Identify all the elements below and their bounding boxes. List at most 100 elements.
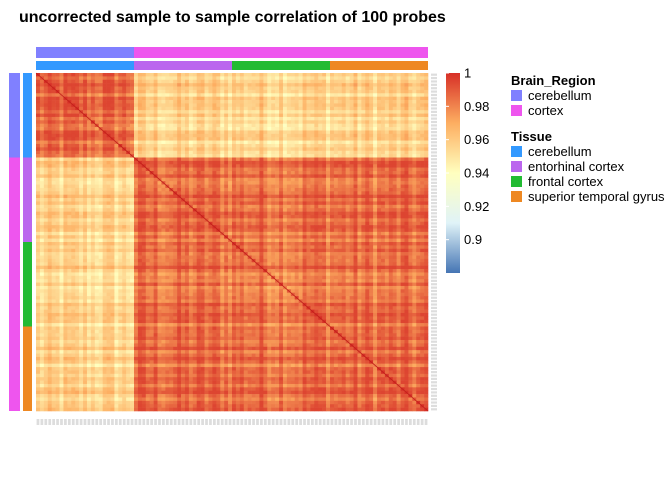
- heatmap-cell: [153, 130, 158, 135]
- heatmap-cell: [330, 225, 335, 229]
- heatmap-cell: [388, 211, 394, 216]
- heatmap-cell: [326, 211, 331, 216]
- heatmap-cell: [192, 93, 198, 97]
- heatmap-cell: [90, 83, 96, 87]
- heatmap-cell: [149, 133, 154, 138]
- heatmap-cell: [157, 110, 162, 114]
- heatmap-cell: [345, 140, 350, 145]
- heatmap-cell: [102, 160, 107, 165]
- heatmap-cell: [333, 231, 339, 236]
- heatmap-cell: [357, 187, 362, 192]
- heatmap-cell: [341, 191, 346, 195]
- heatmap-cell: [67, 89, 72, 94]
- heatmap-cell: [251, 191, 256, 195]
- heatmap-cell: [36, 181, 41, 185]
- heatmap-cell: [51, 221, 56, 226]
- heatmap-cell: [255, 86, 260, 91]
- heatmap-cell: [153, 225, 158, 229]
- heatmap-cell: [306, 116, 311, 121]
- heatmap-cell: [341, 140, 346, 145]
- heatmap-cell: [110, 218, 115, 223]
- heatmap-cell: [188, 218, 194, 223]
- heatmap-cell: [153, 113, 158, 118]
- heatmap-cell: [106, 116, 111, 121]
- heatmap-cell: [43, 228, 49, 233]
- heatmap-cell: [153, 184, 158, 189]
- heatmap-cell: [302, 184, 307, 189]
- heatmap-cell: [192, 171, 198, 175]
- heatmap-cell: [157, 211, 162, 216]
- heatmap-cell: [286, 116, 292, 121]
- heatmap-cell: [94, 218, 100, 223]
- heatmap-cell: [392, 147, 397, 152]
- heatmap-cell: [102, 221, 107, 226]
- heatmap-cell: [380, 198, 386, 202]
- heatmap-cell: [380, 120, 386, 124]
- heatmap-cell: [141, 231, 147, 236]
- heatmap-cell: [388, 164, 394, 168]
- heatmap-cell: [47, 103, 52, 108]
- heatmap-cell: [290, 164, 296, 168]
- heatmap-cell: [184, 221, 190, 226]
- heatmap-cell: [75, 221, 80, 226]
- heatmap-cell: [416, 164, 421, 168]
- heatmap-cell: [153, 204, 158, 209]
- heatmap-cell: [181, 137, 186, 141]
- heatmap-cell: [169, 221, 174, 226]
- heatmap-cell: [216, 194, 221, 199]
- heatmap-cell: [341, 221, 346, 226]
- heatmap-cell: [298, 147, 303, 152]
- heatmap-cell: [255, 204, 260, 209]
- heatmap-cell: [365, 73, 370, 77]
- heatmap-cell: [204, 238, 209, 243]
- heatmap-cell: [243, 106, 248, 111]
- heatmap-cell: [137, 157, 143, 162]
- heatmap-cell: [322, 110, 327, 114]
- heatmap-cell: [161, 184, 166, 189]
- heatmap-cell: [345, 225, 350, 229]
- heatmap-cell: [239, 130, 245, 135]
- heatmap-cell: [200, 238, 205, 243]
- heatmap-cell: [134, 96, 139, 101]
- heatmap-cell: [400, 103, 405, 108]
- heatmap-cell: [51, 73, 56, 77]
- heatmap-cell: [259, 225, 264, 229]
- heatmap-cell: [247, 214, 252, 219]
- heatmap-cell: [71, 143, 76, 148]
- heatmap-cell: [177, 191, 182, 195]
- heatmap-cell: [55, 225, 60, 229]
- heatmap-cell: [122, 154, 127, 158]
- heatmap-cell: [153, 167, 158, 172]
- heatmap-cell: [290, 127, 296, 131]
- heatmap-cell: [67, 181, 72, 185]
- heatmap-cell: [235, 110, 241, 114]
- heatmap-cell: [420, 143, 425, 148]
- heatmap-cell: [318, 76, 323, 81]
- heatmap-cell: [243, 191, 248, 195]
- heatmap-cell: [188, 76, 194, 81]
- heatmap-cell: [71, 147, 76, 152]
- heatmap-cell: [55, 174, 60, 179]
- heatmap-cell: [86, 96, 92, 101]
- heatmap-cell: [98, 225, 103, 229]
- heatmap-cell: [177, 150, 182, 155]
- heatmap-cell: [47, 177, 52, 182]
- heatmap-cell: [396, 164, 401, 168]
- heatmap-cell: [216, 221, 221, 226]
- heatmap-cell: [302, 89, 307, 94]
- heatmap-cell: [200, 110, 205, 114]
- heatmap-cell: [224, 194, 229, 199]
- heatmap-cell: [141, 225, 147, 229]
- heatmap-cell: [94, 137, 100, 141]
- heatmap-cell: [86, 130, 92, 135]
- heatmap-cell: [141, 157, 147, 162]
- heatmap-cell: [396, 110, 401, 114]
- heatmap-cell: [134, 198, 139, 202]
- heatmap-cell: [377, 100, 382, 104]
- heatmap-cell: [314, 160, 319, 165]
- heatmap-cell: [173, 83, 178, 87]
- heatmap-cell: [235, 211, 241, 216]
- heatmap-cell: [141, 177, 147, 182]
- heatmap-cell: [51, 113, 56, 118]
- heatmap-cell: [118, 164, 123, 168]
